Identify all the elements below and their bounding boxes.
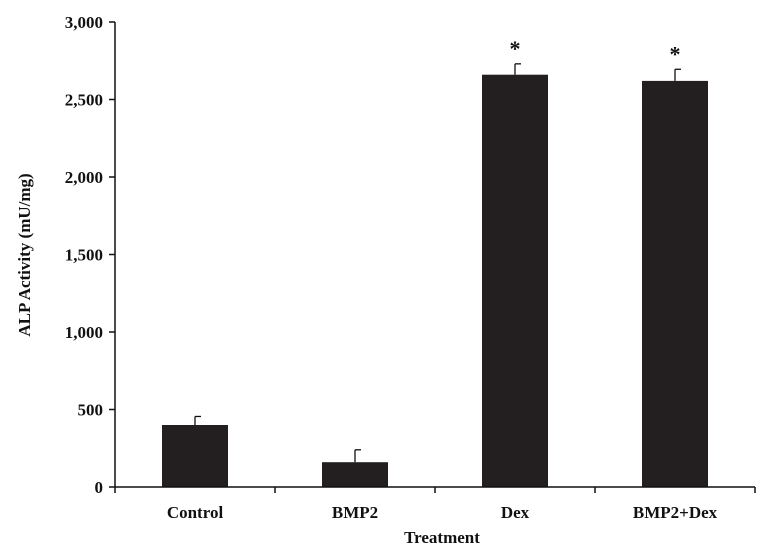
x-ticks-layer: Control BMP2 Dex BMP2+Dex [114,487,756,522]
significance-marker: * [510,36,521,61]
bar [482,74,548,487]
bars-layer [162,74,708,488]
x-tick-label: BMP2 [332,503,378,522]
x-tick-label: BMP2+Dex [633,503,718,522]
bar [322,462,388,487]
y-tick-label: 1,500 [65,246,103,265]
x-tick-label: Dex [501,503,530,522]
annotations-layer: * * [510,36,681,66]
y-tick-label: 2,500 [65,91,103,110]
bar [162,425,228,487]
y-tick-label: 500 [78,401,104,420]
y-tick-label: 2,000 [65,168,103,187]
significance-marker: * [670,41,681,66]
error-bars-layer [194,63,681,463]
y-tick-label: 3,000 [65,13,103,32]
y-tick-label: 0 [95,478,104,497]
x-tick-label: Control [167,503,224,522]
x-axis-title: Treatment [404,528,480,547]
y-ticks-layer: 0 500 1,000 1,500 2,000 2,500 3,000 [65,13,115,497]
y-axis-title: ALP Activity (mU/mg) [15,173,34,336]
y-tick-label: 1,000 [65,323,103,342]
bar [642,80,708,488]
